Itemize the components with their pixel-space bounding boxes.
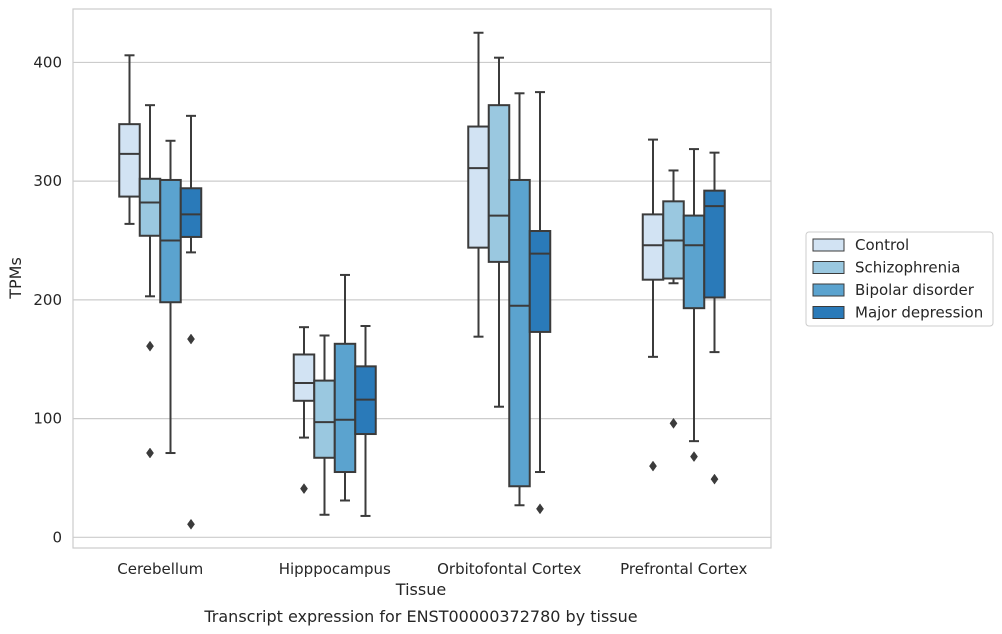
box-iqr [138,177,162,237]
box-iqr [703,189,726,299]
legend-swatch [812,283,845,297]
box-iqr [313,379,336,459]
box-series [118,31,726,530]
x-tick-label: Cerebellum [117,560,203,578]
outlier-point [669,417,678,429]
x-tick-label: Orbitofontal Cortex [437,560,581,578]
box-major-depression [354,324,377,517]
box-iqr [641,213,665,281]
outlier-point [690,451,698,463]
legend-label: Major depression [855,304,983,322]
box-iqr [682,214,706,310]
y-tick-label: 400 [33,53,62,71]
outlier-point [146,340,154,352]
legend-frame [805,231,994,327]
box-major-depression [528,91,552,515]
x-tick-label: Hipppocampus [279,560,391,578]
x-tick-label: Prefrontal Cortex [620,560,747,578]
legend-label: Control [855,236,909,254]
box-iqr [508,178,531,488]
outlier-point [649,460,657,472]
legend-swatch [812,261,845,274]
y-tick-label: 100 [33,410,62,428]
legend-label: Schizophrenia [855,259,960,277]
y-tick-labels: 0 100 200 300 400 [33,53,62,546]
outlier-point [300,483,308,495]
box-control [467,31,490,338]
box-major-depression [703,151,726,485]
legend-swatch [812,238,845,252]
box-bipolar-disorder [333,273,357,502]
box-iqr [487,104,511,263]
legend-swatch [812,306,845,319]
box-bipolar-disorder [159,139,182,455]
box-iqr [333,342,357,474]
box-iqr [118,123,141,198]
box-iqr [528,230,552,333]
box-control [118,54,141,225]
chart-caption: Transcript expression for ENST0000037278… [203,607,637,626]
box-control [292,326,316,495]
outlier-point [187,518,195,530]
x-tick-labels: Cerebellum Hipppocampus Orbitofontal Corte… [117,560,747,578]
y-tick-label: 200 [33,291,62,309]
x-axis-label: Tissue [395,580,446,599]
outlier-point [536,503,544,515]
y-axis-label: TPMs [6,257,25,300]
box-iqr [292,353,316,402]
box-iqr [179,187,203,238]
legend-items: Control Schizophrenia Bipolar disorder Majo… [812,236,983,322]
outlier-point [146,447,154,459]
legend: Control Schizophrenia Bipolar disorder Majo… [805,231,994,327]
legend-label: Bipolar disorder [855,281,975,299]
grid-lines [73,61,771,538]
box-schizophrenia [487,56,511,408]
box-schizophrenia [313,334,336,516]
y-tick-label: 300 [33,172,62,190]
outlier-point [710,473,719,485]
box-bipolar-disorder [682,148,706,463]
box-major-depression [179,114,203,530]
box-bipolar-disorder [508,92,531,507]
box-control [641,138,665,472]
box-iqr [467,125,490,249]
box-schizophrenia [138,104,162,459]
outlier-point [187,333,195,345]
y-tick-label: 0 [52,528,62,546]
plot-area [72,8,772,549]
